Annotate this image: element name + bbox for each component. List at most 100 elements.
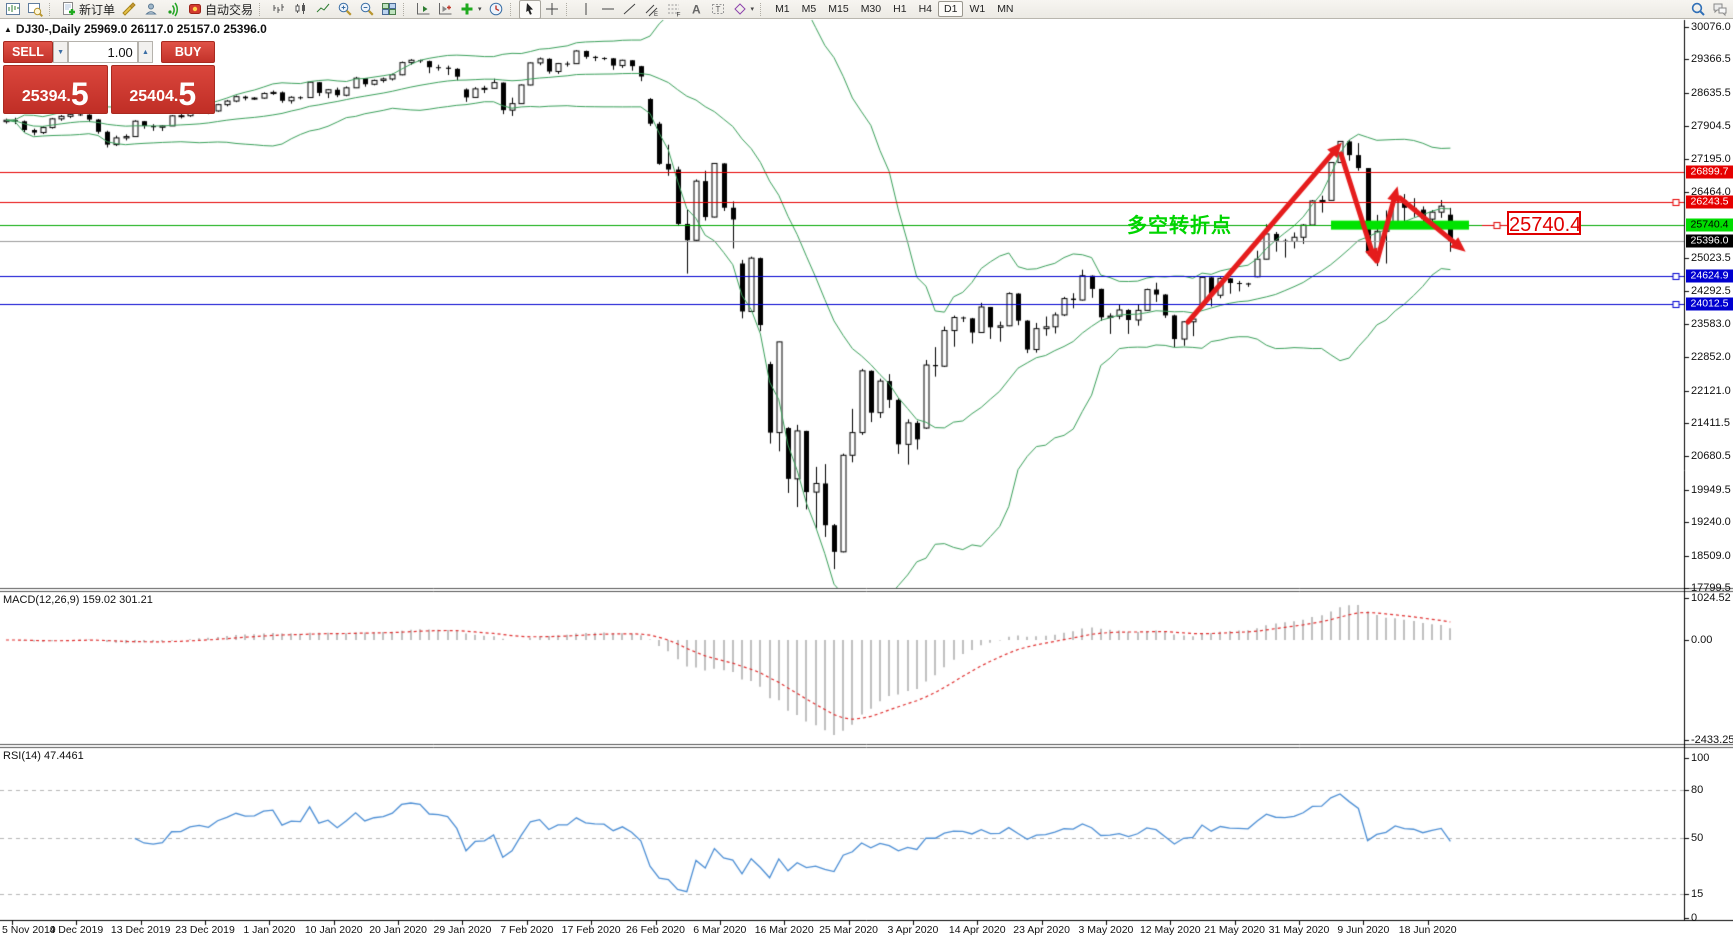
vline-icon: [578, 1, 594, 17]
volume-input[interactable]: 1.00: [68, 41, 138, 63]
sell-button[interactable]: SELL: [3, 41, 53, 63]
svg-text:A: A: [692, 3, 701, 17]
bar-chart-mode-button[interactable]: [268, 0, 290, 19]
signals-button[interactable]: [162, 0, 184, 19]
tile-windows-icon: [381, 1, 397, 17]
toolbar: 新订单 自动交易 ▾ E F A T ▾ M1 M5 M15 M30 H1 H4 D1 W1 MN: [0, 0, 1733, 19]
auto-trading-icon: [187, 1, 203, 17]
price-axis-label: 23583.0: [1691, 317, 1731, 330]
price-axis-label: 17799.5: [1691, 582, 1731, 594]
date-axis-label: 10 Jan 2020: [304, 924, 363, 936]
vline-button[interactable]: [575, 0, 597, 19]
text-label-button[interactable]: T: [707, 0, 729, 19]
shapes-icon: [732, 1, 748, 17]
chart-window-button[interactable]: [2, 0, 24, 19]
price-level-badge: 26243.5: [1686, 195, 1733, 209]
timeframe-button-d1[interactable]: D1: [938, 1, 964, 17]
price-level-label[interactable]: 25740.4: [1507, 211, 1581, 236]
candle-mode-button[interactable]: [290, 0, 312, 19]
new-order-button[interactable]: 新订单: [58, 0, 118, 19]
new-order-icon: [61, 1, 77, 17]
date-axis-label: 14 Apr 2020: [948, 924, 1006, 936]
date-axis-label: 20 Jan 2020: [369, 924, 427, 936]
timeframe-button-h4[interactable]: H4: [918, 3, 932, 15]
price-axis-label: 27195.0: [1691, 152, 1731, 165]
dropdown-caret-icon[interactable]: ▾: [478, 6, 482, 13]
auto-trading-button[interactable]: 自动交易: [184, 0, 256, 19]
rsi-label: RSI(14) 47.4461: [3, 750, 84, 762]
chart-autoscroll-button[interactable]: [434, 0, 456, 19]
timeframe-button-w1[interactable]: W1: [969, 3, 986, 15]
sell-price[interactable]: 25394. 5: [3, 65, 108, 114]
timeframe-button-mn[interactable]: MN: [997, 3, 1014, 15]
channel-button[interactable]: E: [641, 0, 663, 19]
timeframe-button-m15[interactable]: M15: [828, 3, 849, 15]
line-mode-button[interactable]: [312, 0, 334, 19]
zoom-in-button[interactable]: [334, 0, 356, 19]
chart-window-icon: [5, 1, 21, 17]
price-axis-label: 19949.5: [1691, 483, 1731, 496]
svg-text:F: F: [676, 12, 680, 18]
chart-shift-button[interactable]: [412, 0, 434, 19]
svg-text:E: E: [654, 12, 658, 17]
chat-button[interactable]: [1709, 0, 1731, 19]
cursor-button[interactable]: [518, 0, 541, 19]
crosshair-button[interactable]: [541, 0, 563, 19]
text-a-icon: A: [688, 1, 704, 17]
tile-windows-button[interactable]: [378, 0, 400, 19]
rsi-axis-label: 15: [1691, 887, 1704, 900]
price-axis-label: 20680.5: [1691, 450, 1731, 463]
chart-profile-icon: [27, 1, 43, 17]
styler-button[interactable]: [118, 0, 140, 19]
rsi-axis-label: 80: [1691, 783, 1704, 796]
clock-button[interactable]: [485, 0, 507, 19]
search-button[interactable]: [1687, 0, 1709, 19]
chart-profile-button[interactable]: [24, 0, 46, 19]
price-axis-label: 28635.5: [1691, 86, 1731, 99]
text-a-button[interactable]: A: [685, 0, 707, 19]
price-axis-label: 24292.5: [1691, 285, 1731, 298]
hline-button[interactable]: [597, 0, 619, 19]
timeframe-button-m30[interactable]: M30: [860, 3, 882, 15]
expert-advisor-button[interactable]: [140, 0, 162, 19]
buy-button[interactable]: BUY: [161, 41, 215, 63]
timeframe-button-m1[interactable]: M1: [775, 3, 790, 15]
trendline-button[interactable]: [619, 0, 641, 19]
date-axis-label: 3 May 2020: [1078, 924, 1134, 936]
one-click-trading-widget: SELL ▼ 1.00 ▲ BUY 25394. 5 25404. 5: [3, 41, 215, 114]
trendline-icon: [622, 1, 638, 17]
add-indicator-icon: [459, 1, 475, 17]
clock-icon: [488, 1, 504, 17]
sell-price-big: 5: [70, 76, 89, 112]
date-axis-label: 26 Feb 2020: [626, 924, 685, 936]
line-mode-icon: [315, 1, 331, 17]
fibonacci-icon: F: [666, 1, 682, 17]
date-axis-label: 3 Apr 2020: [887, 924, 939, 936]
macd-axis-label: 0.00: [1691, 634, 1713, 646]
pivot-annotation-text[interactable]: 多空转折点: [1127, 215, 1232, 237]
price-axis-label: 19240.0: [1691, 516, 1731, 529]
buy-price-main: 25404.: [129, 88, 179, 105]
date-axis-label: 21 May 2020: [1204, 924, 1265, 936]
zoom-in-icon: [337, 1, 353, 17]
date-axis-label: 16 Mar 2020: [754, 924, 814, 936]
rsi-axis-label: 50: [1691, 831, 1704, 844]
shapes-button[interactable]: ▾: [729, 0, 758, 19]
chat-icon: [1712, 1, 1728, 17]
volume-decrease-button[interactable]: ▼: [52, 41, 69, 63]
buy-price[interactable]: 25404. 5: [110, 65, 215, 114]
chart-title: ▲ DJ30-,Daily 25969.0 26117.0 25157.0 25…: [4, 22, 267, 36]
toolbar-separator: [403, 2, 408, 16]
fibonacci-button[interactable]: F: [663, 0, 685, 19]
add-indicator-button[interactable]: ▾: [456, 0, 485, 19]
dropdown-caret-icon[interactable]: ▾: [750, 6, 755, 13]
price-axis-label: 22121.0: [1691, 384, 1731, 397]
timeframe-button-m5[interactable]: M5: [801, 3, 817, 15]
price-axis-label: 21411.5: [1691, 416, 1730, 429]
timeframe-button-h1[interactable]: H1: [893, 3, 907, 15]
volume-increase-button[interactable]: ▲: [137, 41, 154, 63]
zoom-out-button[interactable]: [356, 0, 378, 19]
